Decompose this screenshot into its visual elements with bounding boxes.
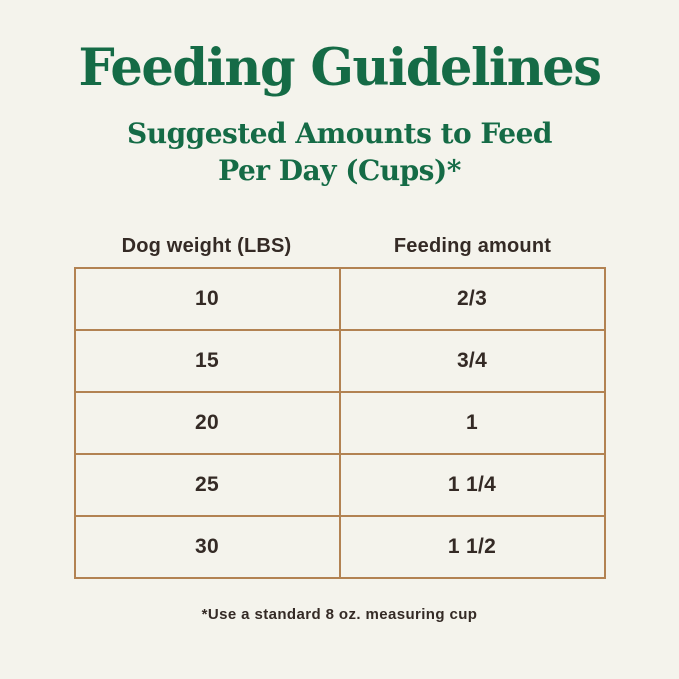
measuring-cup-footnote: *Use a standard 8 oz. measuring cup bbox=[201, 606, 478, 624]
amount-cell: 3/4 bbox=[338, 329, 606, 394]
page-subtitle: Suggested Amounts to Feed Per Day (Cups)… bbox=[127, 116, 553, 190]
weight-cell: 30 bbox=[73, 515, 341, 580]
subtitle-line-2: Per Day (Cups)* bbox=[218, 153, 461, 187]
weight-cell: 25 bbox=[73, 453, 341, 518]
amount-cell: 1 1/2 bbox=[338, 515, 606, 580]
weight-cell: 15 bbox=[73, 329, 341, 394]
table-row: 20 1 bbox=[73, 391, 606, 456]
amount-cell: 1 bbox=[338, 391, 606, 456]
amount-cell: 2/3 bbox=[338, 267, 606, 332]
subtitle-line-1: Suggested Amounts to Feed bbox=[127, 116, 553, 150]
weight-cell: 20 bbox=[73, 391, 341, 456]
page-title: Feeding Guidelines bbox=[78, 38, 602, 98]
column-header-dog-weight: Dog weight (LBS) bbox=[121, 235, 292, 258]
table-row: 25 1 1/4 bbox=[73, 453, 606, 518]
table-row: 15 3/4 bbox=[73, 329, 606, 394]
table-row: 30 1 1/2 bbox=[73, 515, 606, 580]
table-row: 10 2/3 bbox=[73, 267, 606, 332]
feeding-table: 10 2/3 15 3/4 20 1 25 1 1/4 30 1 1/2 bbox=[73, 267, 606, 580]
column-header-feeding-amount: Feeding amount bbox=[393, 235, 552, 258]
table-column-headers: Dog weight (LBS) Feeding amount bbox=[74, 235, 606, 258]
weight-cell: 10 bbox=[73, 267, 341, 332]
feeding-table-body: 10 2/3 15 3/4 20 1 25 1 1/4 30 1 1/2 bbox=[73, 267, 606, 580]
amount-cell: 1 1/4 bbox=[338, 453, 606, 518]
